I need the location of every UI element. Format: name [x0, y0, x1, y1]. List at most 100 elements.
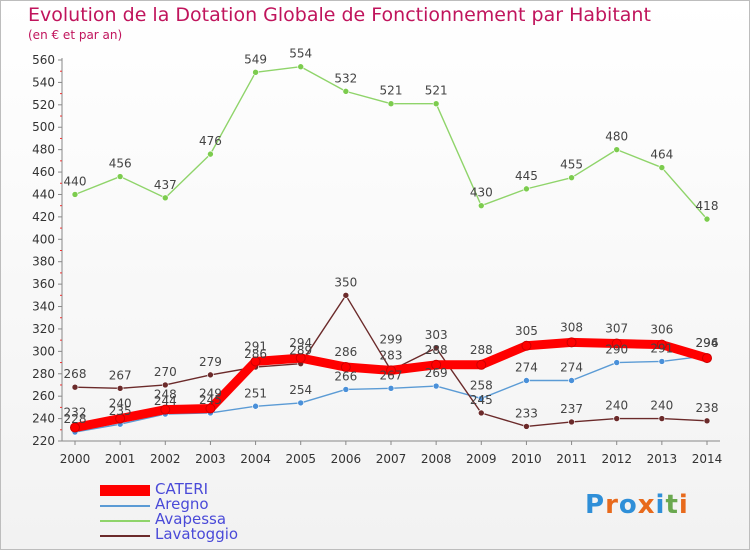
data-point-cateri: [702, 353, 712, 364]
data-point-lavatoggio: [161, 381, 169, 389]
data-label-lavatoggio: 245: [470, 393, 493, 407]
y-tick-label: 520: [32, 98, 55, 112]
data-label-aregno: 290: [605, 343, 628, 357]
x-tick-label: 2013: [647, 452, 678, 466]
logo-letter: x: [637, 490, 656, 520]
x-tick-label: 2014: [692, 452, 723, 466]
data-point-cateri: [250, 356, 261, 367]
legend-swatch-avapessa: [100, 520, 150, 522]
data-label-lavatoggio: 350: [334, 275, 357, 289]
data-label-aregno: 269: [425, 366, 448, 380]
data-point-aregno: [568, 377, 575, 384]
data-point-lavatoggio: [71, 383, 79, 391]
x-tick-label: 2010: [511, 452, 542, 466]
data-point-cateri: [295, 353, 306, 364]
data-point-lavatoggio: [568, 418, 575, 426]
data-point-avapessa: [703, 215, 711, 223]
data-label-lavatoggio: 238: [696, 401, 719, 415]
y-tick-label: 560: [32, 53, 55, 67]
data-label-avapessa: 437: [154, 178, 177, 192]
y-tick-label: 380: [32, 255, 55, 269]
data-label-avapessa: 532: [334, 71, 357, 85]
data-point-avapessa: [207, 150, 214, 158]
legend-label-lavatoggio: Lavatoggio: [155, 525, 239, 543]
data-point-avapessa: [161, 194, 169, 202]
data-point-avapessa: [116, 173, 124, 180]
y-tick-label: 460: [32, 165, 55, 179]
data-label-lavatoggio: 270: [154, 365, 177, 379]
data-point-aregno: [342, 386, 350, 393]
data-point-aregno: [432, 382, 440, 390]
logo-letter: i: [655, 490, 666, 520]
data-label-lavatoggio: 279: [199, 355, 222, 369]
data-label-aregno: 274: [515, 360, 538, 374]
data-label-cateri: 306: [650, 323, 673, 337]
data-label-cateri: 294: [696, 336, 719, 350]
y-tick-label: 440: [32, 187, 55, 201]
y-tick-label: 320: [32, 322, 55, 336]
data-label-cateri: 308: [560, 320, 583, 334]
data-label-lavatoggio: 299: [380, 332, 403, 346]
x-tick-label: 2008: [421, 452, 452, 466]
data-point-lavatoggio: [613, 415, 621, 422]
y-tick-label: 300: [32, 344, 55, 358]
data-label-lavatoggio: 268: [64, 367, 87, 381]
chart-subtitle: (en € et par an): [28, 28, 123, 42]
data-label-avapessa: 440: [64, 174, 87, 188]
data-point-lavatoggio: [523, 423, 530, 430]
data-label-cateri: 283: [380, 348, 403, 362]
data-point-cateri: [160, 404, 171, 415]
legend-label-cateri: CATERI: [155, 480, 209, 498]
y-tick-label: 400: [32, 232, 55, 246]
data-label-lavatoggio: 267: [109, 368, 132, 382]
data-point-lavatoggio: [477, 409, 485, 417]
x-tick-label: 2002: [150, 452, 181, 466]
data-point-avapessa: [568, 174, 575, 181]
data-label-aregno: 235: [109, 404, 132, 418]
y-tick-label: 260: [32, 389, 55, 403]
data-point-aregno: [523, 377, 530, 384]
data-point-lavatoggio: [207, 371, 214, 379]
data-label-lavatoggio: 233: [515, 406, 538, 420]
data-point-aregno: [613, 359, 621, 366]
x-tick-label: 2001: [105, 452, 136, 466]
data-point-cateri: [386, 365, 396, 376]
legend-swatch-cateri: [100, 485, 150, 496]
data-label-lavatoggio: 289: [289, 344, 312, 358]
data-point-cateri: [115, 413, 126, 424]
data-label-aregno: 274: [560, 360, 583, 374]
y-tick-label: 420: [32, 210, 55, 224]
data-point-aregno: [252, 402, 259, 410]
data-point-avapessa: [252, 69, 259, 76]
data-point-avapessa: [523, 185, 530, 193]
legend-swatch-lavatoggio: [100, 535, 150, 537]
legend-swatch-aregno: [100, 505, 150, 507]
proxiti-logo: Proxiti: [585, 490, 689, 520]
data-point-cateri: [611, 338, 622, 349]
y-tick-label: 540: [32, 75, 55, 89]
data-point-cateri: [566, 337, 577, 348]
y-tick-label: 500: [32, 120, 55, 134]
data-label-avapessa: 455: [560, 158, 583, 172]
data-point-cateri: [70, 422, 80, 433]
data-label-aregno: 251: [244, 386, 267, 400]
legend-label-aregno: Aregno: [155, 495, 209, 513]
data-label-avapessa: 554: [289, 47, 312, 61]
data-label-cateri: 248: [154, 388, 177, 402]
data-label-cateri: 305: [515, 324, 538, 338]
x-tick-label: 2007: [376, 452, 407, 466]
x-tick-label: 2011: [556, 452, 587, 466]
y-tick-label: 240: [32, 412, 55, 426]
data-label-avapessa: 549: [244, 52, 267, 66]
data-point-cateri: [205, 403, 216, 414]
y-tick-label: 340: [32, 300, 55, 314]
data-label-cateri: 249: [199, 387, 222, 401]
data-point-aregno: [477, 395, 485, 402]
data-point-cateri: [431, 359, 442, 370]
data-point-avapessa: [342, 88, 350, 95]
logo-letter: t: [665, 490, 679, 520]
logo-letter: o: [618, 490, 638, 520]
data-label-aregno: 254: [289, 383, 312, 397]
data-point-cateri: [340, 362, 351, 373]
